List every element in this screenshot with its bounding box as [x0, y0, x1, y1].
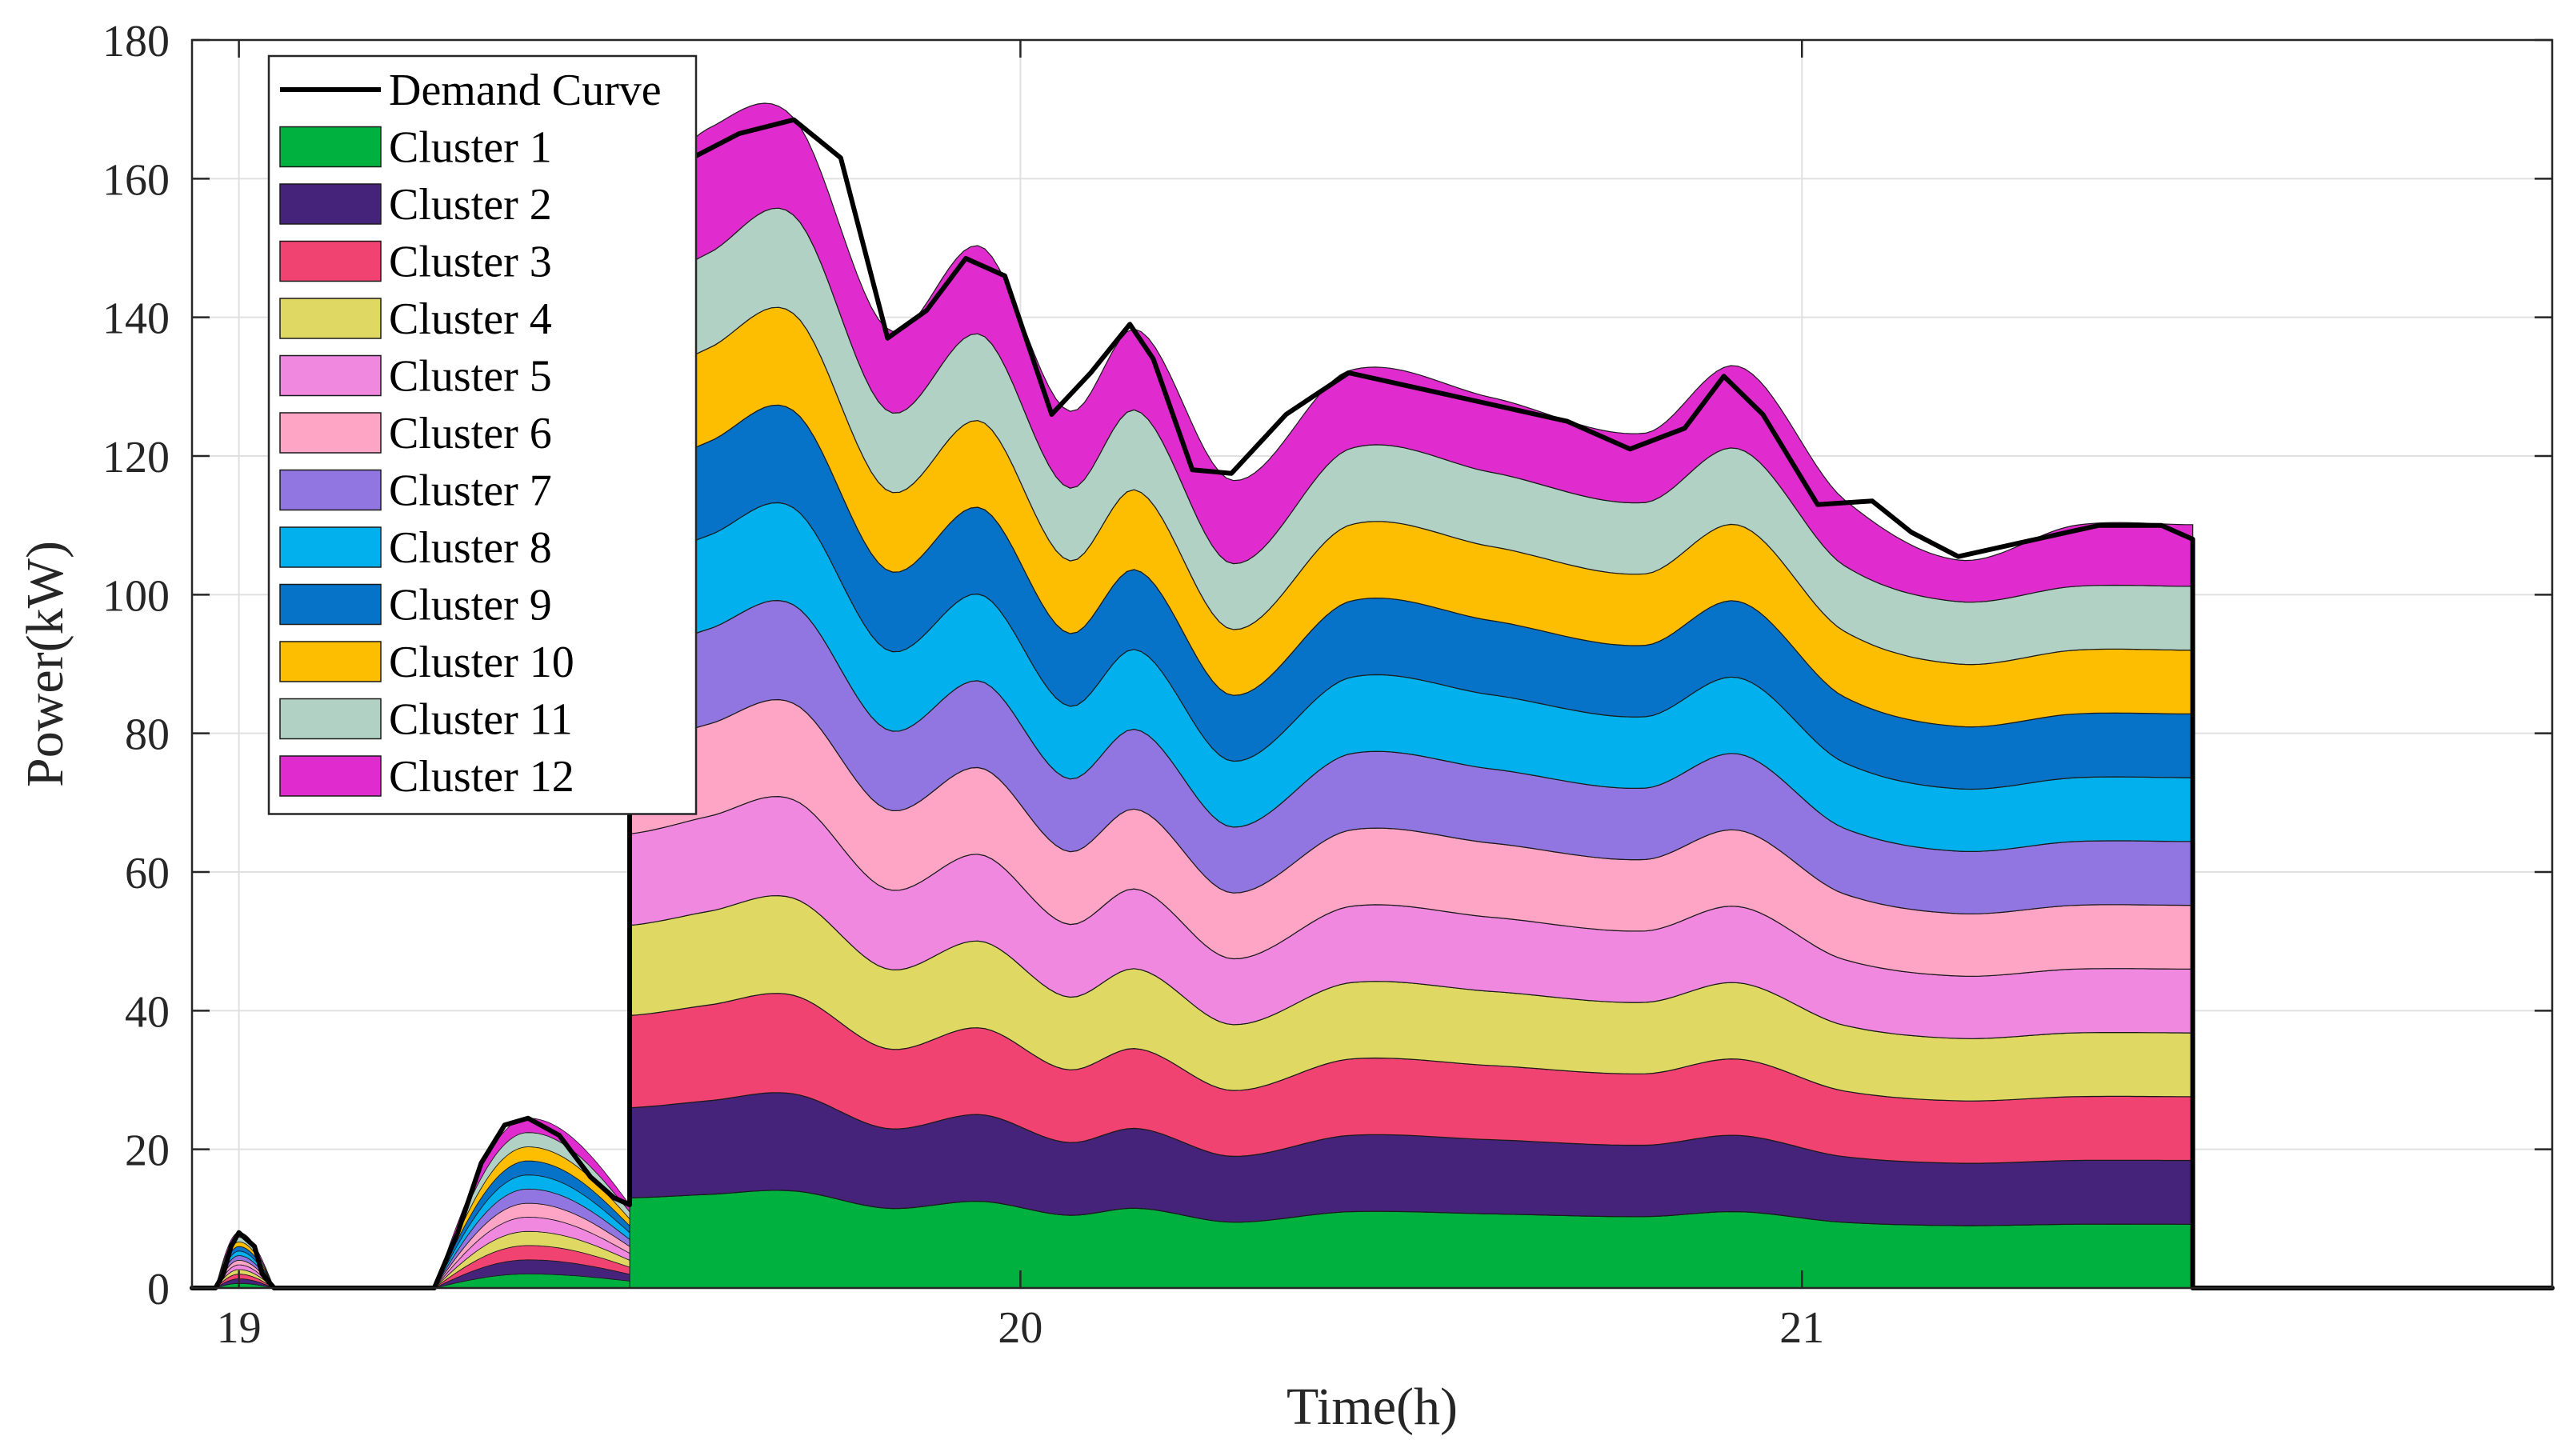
legend-swatch-cluster-10	[279, 641, 382, 682]
y-tick-label: 100	[102, 571, 170, 621]
legend-label-cluster-10: Cluster 10	[389, 638, 574, 687]
legend-swatch-cluster-1	[279, 126, 382, 168]
y-tick-label: 140	[102, 294, 170, 344]
legend-label-cluster-5: Cluster 5	[389, 352, 552, 402]
ticks: 0 20 40 60 80 100 120 140 160 180 19 20 21	[102, 17, 2552, 1353]
legend-label-cluster-9: Cluster 9	[389, 581, 552, 630]
legend-label-cluster-11: Cluster 11	[389, 695, 573, 745]
legend-swatch-cluster-9	[279, 583, 382, 626]
legend-label-cluster-8: Cluster 8	[389, 523, 552, 573]
legend-swatch-cluster-4	[279, 298, 382, 339]
legend-label-cluster-7: Cluster 7	[389, 466, 552, 516]
legend-label-cluster-2: Cluster 2	[389, 180, 552, 230]
legend: Demand Curve Cluster 1 Cluster 2 Cluster 3 C…	[267, 54, 698, 815]
x-tick-label: 19	[217, 1303, 262, 1353]
legend-label-cluster-3: Cluster 3	[389, 238, 552, 287]
y-tick-label: 60	[125, 849, 170, 898]
y-tick-label: 160	[102, 155, 170, 205]
legend-swatch-cluster-12	[279, 755, 382, 797]
y-tick-label: 120	[102, 433, 170, 482]
x-axis-label: Time(h)	[1287, 1378, 1458, 1436]
legend-label-cluster-1: Cluster 1	[389, 123, 552, 173]
y-tick-label: 0	[147, 1265, 170, 1314]
legend-label-cluster-4: Cluster 4	[389, 294, 552, 344]
y-tick-label: 80	[125, 710, 170, 760]
x-tick-label: 21	[1779, 1303, 1824, 1353]
legend-label-cluster-12: Cluster 12	[389, 752, 574, 802]
plot-frame	[190, 38, 2554, 1290]
legend-swatch-cluster-2	[279, 183, 382, 225]
legend-label-demand-curve: Demand Curve	[389, 66, 662, 115]
legend-swatch-cluster-5	[279, 354, 382, 397]
demand-curve-line	[190, 117, 2555, 1290]
legend-label-cluster-6: Cluster 6	[389, 409, 552, 458]
y-tick-label: 180	[102, 17, 170, 66]
y-tick-label: 20	[125, 1126, 170, 1176]
legend-swatch-cluster-3	[279, 240, 382, 282]
legend-swatch-cluster-7	[279, 469, 382, 511]
x-tick-label: 20	[998, 1303, 1042, 1353]
legend-swatch-cluster-11	[279, 698, 382, 740]
y-axis-label: Power(kW)	[16, 541, 74, 787]
legend-swatch-cluster-6	[279, 412, 382, 454]
y-tick-label: 40	[125, 987, 170, 1037]
demand-layer	[190, 117, 2555, 1290]
legend-swatch-cluster-8	[279, 526, 382, 568]
